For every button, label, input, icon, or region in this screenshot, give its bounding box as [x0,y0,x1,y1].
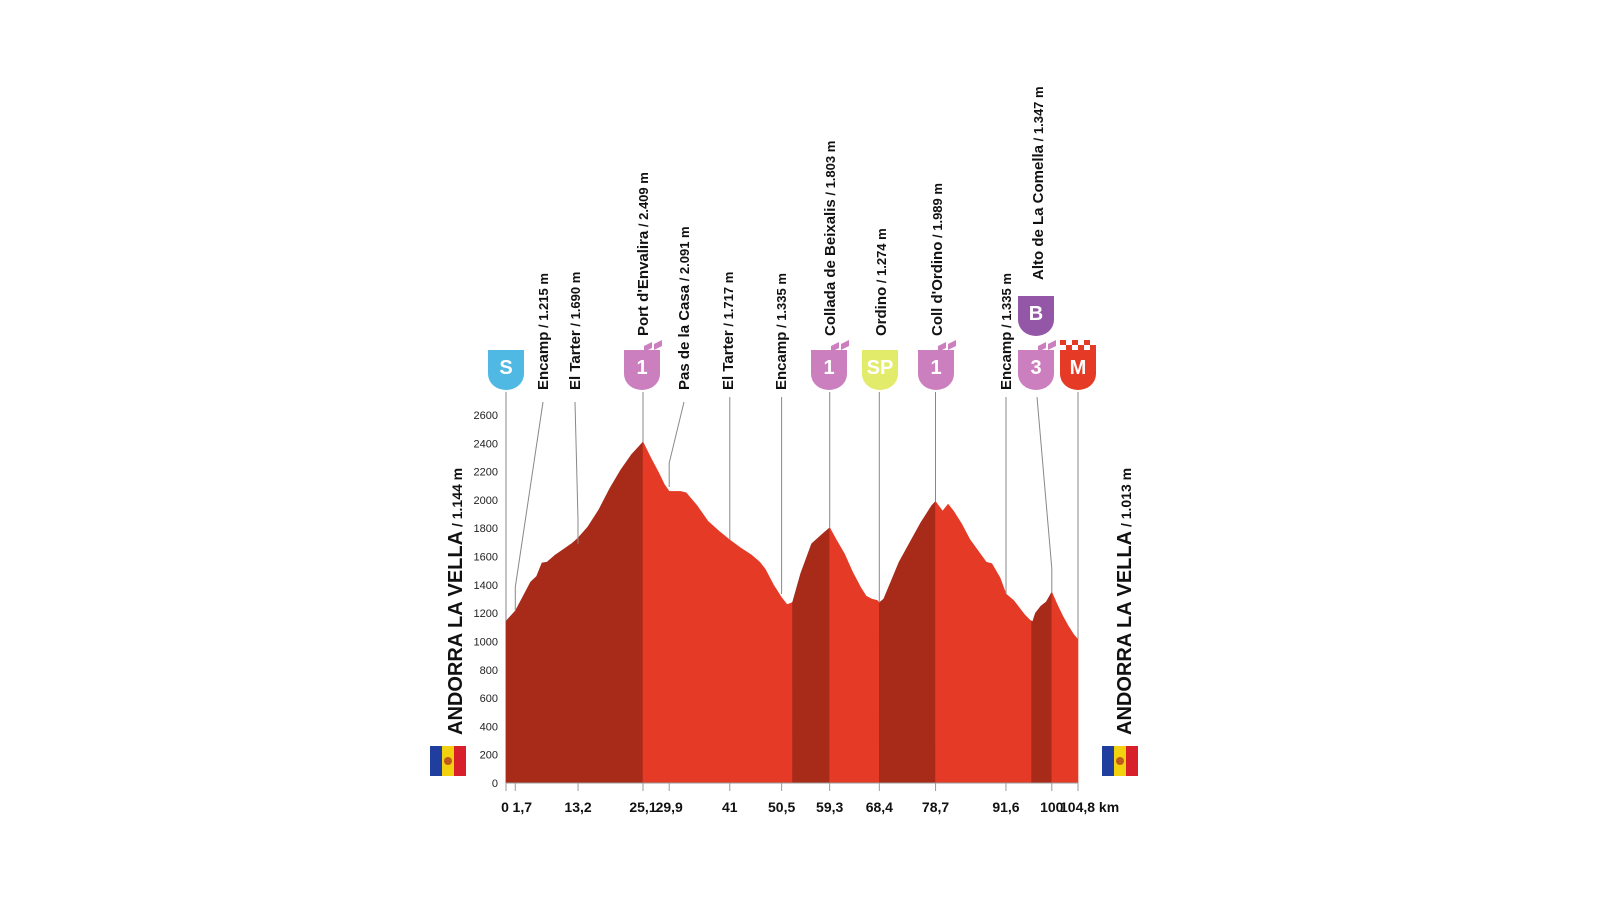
badge-finish-checker [1072,340,1078,345]
poi-label: Ordino / 1.274 m [873,228,890,336]
poi-label: Encamp / 1.335 m [998,273,1015,390]
badge-finish-shape [1060,350,1096,390]
poi-label: Port d'Envalira / 2.409 m [635,172,652,336]
x-tick-label: 100 [1040,799,1064,815]
y-tick-label: 600 [480,693,498,705]
profile-segment [878,500,936,784]
badge-start-shape [488,350,524,390]
badge-cat1-label: 1 [636,357,647,379]
point-labels: Encamp / 1.215 m El Tarter / 1.690 m Port … [535,86,1047,390]
badge-bonus-shape [1018,296,1054,336]
y-tick-label: 1200 [474,608,498,620]
y-tick-label: 2600 [474,410,498,422]
leader-lines [505,392,1079,640]
badge-bonus: B [1018,296,1054,336]
badge-cat3-label: 3 [1030,357,1041,379]
badge-finish-checker [1066,345,1072,350]
y-tick-label: 400 [480,721,498,733]
x-tick-label: 104,8 km [1060,799,1119,815]
profile-segment [1031,591,1053,784]
poi-label: Coll d'Ordino / 1.989 m [929,183,946,336]
badge-cat1-flags [938,340,956,352]
y-axis: 0 200 400 600 800 1000 1200 1400 1600 1800 2000 220… [474,410,507,790]
badge-cat1-shape [624,350,660,390]
x-axis: 0 1,7 13,2 25,129,9 41 50,5 59,3 68,4 78,7 91,6 10… [501,782,1119,815]
badge-finish-checker [1084,340,1090,345]
badge-finish-checker [1090,345,1096,350]
badge-cat1: 1 [624,340,662,390]
y-tick-label: 0 [492,778,498,790]
badge-sprint-shape [862,350,898,390]
badge-cat1-flags [644,340,662,352]
badge-finish: M [1060,340,1096,390]
badge-cat1-label: 1 [823,357,834,379]
poi-label: Collada de Beixalis / 1.803 m [822,141,839,336]
badge-cat3-flags [1038,340,1056,352]
badge-finish-checker [1078,345,1084,350]
badge-cat1: 1 [811,340,849,390]
profile-fill [505,441,1079,784]
x-tick-label: 91,6 [992,799,1019,815]
badge-start: S [488,350,524,390]
profile-segment [829,527,880,784]
finish-town-label: ANDORRA LA VELLA / 1.013 m [1114,468,1136,735]
y-tick-label: 1600 [474,552,498,564]
y-tick-label: 1800 [474,523,498,535]
y-tick-label: 2000 [474,495,498,507]
x-tick-label: 13,2 [564,799,591,815]
x-tick-label: 68,4 [866,799,893,815]
y-tick-label: 2200 [474,467,498,479]
badge-cat1-shape [811,350,847,390]
x-tick-label: 25,1 [629,799,656,815]
x-tick-label: 41 [722,799,738,815]
y-tick-label: 200 [480,750,498,762]
poi-label: El Tarter / 1.690 m [567,272,584,390]
badge-cat1-label: 1 [930,357,941,379]
badge-sprint-label: SP [867,357,894,379]
start-andorra-flag-icon [430,746,466,776]
badge-bonus-label: B [1029,303,1043,325]
finish-andorra-flag-icon [1102,746,1138,776]
y-tick-label: 800 [480,665,498,677]
x-tick-label: 1,7 [513,799,533,815]
badge-finish-checker [1060,340,1066,345]
badge-start-label: S [499,357,512,379]
start-town-label: ANDORRA LA VELLA / 1.144 m [445,468,467,735]
badge-cat3: 3 [1018,340,1056,390]
badge-cat1-shape [918,350,954,390]
leader-line [668,401,685,487]
profile-segment [642,441,793,784]
leader-line [574,401,579,544]
start-town-group: ANDORRA LA VELLA / 1.144 m [430,468,467,776]
badge-cat1-flags [831,340,849,352]
badge-cat1: 1 [918,340,956,390]
poi-label: Encamp / 1.335 m [773,273,790,390]
leader-line [514,401,544,611]
x-tick-label: 78,7 [922,799,949,815]
poi-label: Encamp / 1.215 m [535,273,552,390]
category-badges: S 1 1 SP 1 3 B M [488,296,1096,390]
x-tick-label: 29,9 [656,799,683,815]
badge-finish-label: M [1070,357,1087,379]
x-tick-label: 59,3 [816,799,843,815]
y-tick-label: 1400 [474,580,498,592]
profile-segment [505,441,644,784]
profile-segment [935,500,1032,784]
x-tick-label: 0 [501,799,509,815]
badge-sprint: SP [862,350,898,390]
finish-town-group: ANDORRA LA VELLA / 1.013 m [1102,468,1138,776]
x-tick-label: 50,5 [768,799,795,815]
badge-cat3-shape [1018,350,1054,390]
leader-line [1036,396,1053,593]
poi-label: Alto de La Comella / 1.347 m [1030,86,1047,280]
poi-label: El Tarter / 1.717 m [720,272,737,390]
profile-segment [1051,592,1079,784]
y-tick-label: 2400 [474,438,498,450]
profile-segment [792,527,831,784]
y-tick-label: 1000 [474,636,498,648]
poi-label: Pas de la Casa / 2.091 m [676,226,693,390]
